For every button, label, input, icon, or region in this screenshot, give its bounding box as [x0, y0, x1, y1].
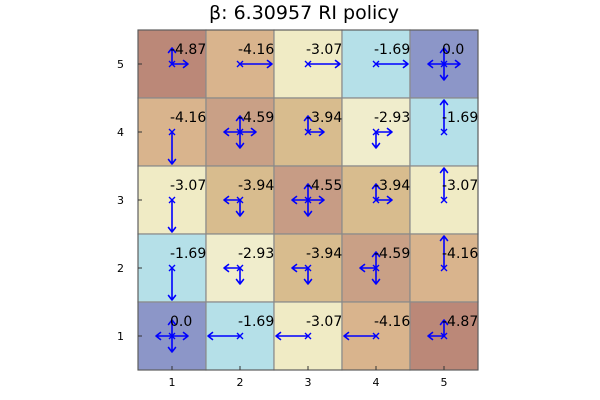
chart-title: β: 6.30957 RI policy — [209, 2, 399, 24]
arrow-left — [155, 331, 173, 341]
value-label: -3.07 — [442, 178, 478, 194]
arrow-down — [303, 267, 313, 285]
arrow-right — [375, 59, 409, 69]
arrow-down — [235, 199, 245, 217]
axis-ticks: 1 2 3 4 5 1 2 3 4 5 — [117, 58, 448, 389]
arrow-left — [427, 59, 445, 69]
value-label: -3.94 — [238, 178, 274, 194]
arrow-down — [167, 267, 177, 301]
arrow-up — [167, 319, 177, 337]
arrow-left — [207, 331, 241, 341]
arrow-left — [427, 331, 445, 341]
arrow-down — [167, 335, 177, 353]
x-tick-label: 2 — [237, 376, 244, 389]
arrow-left — [223, 263, 241, 273]
arrow-up — [303, 115, 313, 133]
y-tick-label: 1 — [117, 330, 124, 343]
y-tick-label: 2 — [117, 262, 124, 275]
arrow-left — [275, 331, 309, 341]
arrow-right — [307, 195, 325, 205]
value-label: -4.16 — [238, 42, 274, 58]
value-label: -1.69 — [238, 314, 274, 330]
value-label: -4.16 — [442, 246, 478, 262]
arrow-up — [439, 235, 449, 269]
arrow-down — [235, 131, 245, 149]
cell-3-4 — [273, 97, 343, 167]
arrow-down — [371, 131, 381, 149]
value-label: -4.16 — [374, 314, 410, 330]
arrow-up — [235, 115, 245, 133]
value-label: -3.94 — [306, 110, 342, 126]
y-tick-label: 3 — [117, 194, 124, 207]
arrow-down — [439, 63, 449, 81]
arrow-up — [439, 319, 449, 337]
arrow-down — [371, 267, 381, 285]
arrow-up — [439, 99, 449, 133]
arrow-left — [223, 127, 241, 137]
arrow-right — [239, 59, 273, 69]
value-label: -3.94 — [306, 246, 342, 262]
arrow-right — [239, 127, 257, 137]
value-label: -3.07 — [306, 314, 342, 330]
arrow-right — [443, 59, 461, 69]
y-tick-label: 5 — [117, 58, 124, 71]
arrow-right — [375, 127, 393, 137]
value-label: -3.07 — [170, 178, 206, 194]
arrow-left — [291, 195, 309, 205]
value-label: 0.0 — [170, 314, 192, 330]
arrow-right — [307, 127, 325, 137]
value-label: -4.87 — [170, 42, 206, 58]
arrow-right — [307, 59, 341, 69]
arrow-left — [343, 331, 377, 341]
arrow-up — [439, 167, 449, 201]
arrow-left — [291, 263, 309, 273]
arrow-right — [171, 59, 189, 69]
value-label: -2.93 — [374, 110, 410, 126]
arrow-right — [171, 331, 189, 341]
value-labels: -4.87 -4.16 -3.07 -1.69 0.0 -4.16 -4.59 -3.94 -2… — [170, 42, 478, 330]
arrow-up — [303, 183, 313, 201]
value-label: -2.93 — [238, 246, 274, 262]
x-tick-label: 4 — [373, 376, 380, 389]
cell-4-3 — [341, 165, 411, 235]
arrow-up — [371, 183, 381, 201]
arrow-down — [303, 199, 313, 217]
x-tick-label: 1 — [169, 376, 176, 389]
arrow-up — [371, 251, 381, 269]
value-label: -1.69 — [374, 42, 410, 58]
value-label: -3.07 — [306, 42, 342, 58]
arrow-down — [235, 267, 245, 285]
value-label: -4.59 — [374, 246, 410, 262]
arrow-right — [375, 195, 393, 205]
value-label: -4.16 — [170, 110, 206, 126]
policy-arrows — [155, 47, 461, 353]
arrow-down — [167, 199, 177, 233]
y-tick-label: 4 — [117, 126, 124, 139]
arrow-down — [167, 131, 177, 165]
arrow-up — [167, 47, 177, 65]
value-label: -1.69 — [442, 110, 478, 126]
arrow-left — [223, 195, 241, 205]
value-label: -4.59 — [238, 110, 274, 126]
value-label: -4.55 — [306, 178, 342, 194]
x-tick-label: 5 — [441, 376, 448, 389]
value-label: 0.0 — [442, 42, 464, 58]
value-label: -3.94 — [374, 178, 410, 194]
arrow-left — [359, 263, 377, 273]
value-label: -4.87 — [442, 314, 478, 330]
value-label: -1.69 — [170, 246, 206, 262]
x-tick-label: 3 — [305, 376, 312, 389]
arrow-up — [439, 47, 449, 65]
